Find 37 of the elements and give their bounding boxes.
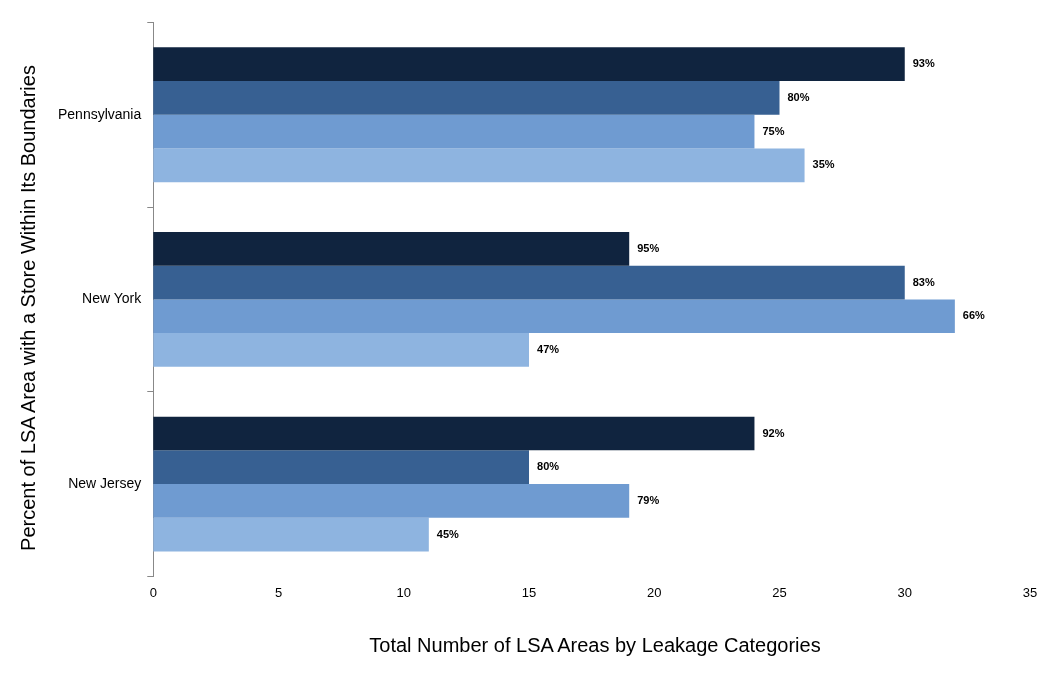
x-tick-label: 0 bbox=[149, 584, 157, 600]
x-tick-label: 10 bbox=[396, 584, 411, 600]
annotation: 45% bbox=[436, 527, 460, 540]
x-tick-label: 35 bbox=[1022, 584, 1038, 600]
annotation: 66% bbox=[962, 309, 986, 322]
bar bbox=[153, 114, 755, 149]
annotation: 75% bbox=[762, 124, 785, 137]
annotation: 80% bbox=[787, 90, 810, 103]
bar bbox=[153, 81, 780, 115]
bar bbox=[153, 333, 530, 367]
annotation: 47% bbox=[537, 342, 560, 355]
y-axis-title: Percent of LSA Area with a Store Within Its Boundaries bbox=[16, 65, 40, 551]
annotation: 35% bbox=[812, 158, 835, 171]
x-axis-title: Total Number of LSA Areas by Leakage Categories bbox=[368, 634, 822, 657]
y-tick-label: Pennsylvania bbox=[57, 105, 142, 122]
annotation: 79% bbox=[637, 493, 660, 506]
y-tick-label: New York bbox=[82, 290, 143, 307]
x-tick-label: 5 bbox=[274, 584, 283, 600]
bar bbox=[153, 299, 955, 334]
bar bbox=[153, 232, 630, 266]
x-tick-label: 30 bbox=[897, 584, 912, 600]
annotation: 93% bbox=[912, 57, 935, 70]
annotation: 92% bbox=[762, 426, 785, 439]
bar bbox=[153, 265, 905, 300]
bar bbox=[153, 47, 905, 82]
annotation: 83% bbox=[912, 275, 935, 288]
annotation: 95% bbox=[637, 241, 660, 254]
x-tick-label: 25 bbox=[772, 584, 787, 600]
bar bbox=[153, 416, 755, 451]
annotation: 80% bbox=[537, 460, 560, 473]
x-tick-label: 20 bbox=[647, 584, 662, 600]
bar bbox=[153, 148, 805, 183]
bar bbox=[153, 517, 429, 552]
y-tick-label: New Jersey bbox=[68, 474, 142, 491]
bar bbox=[153, 450, 530, 485]
x-tick-label: 15 bbox=[521, 584, 537, 600]
bar bbox=[153, 484, 630, 518]
